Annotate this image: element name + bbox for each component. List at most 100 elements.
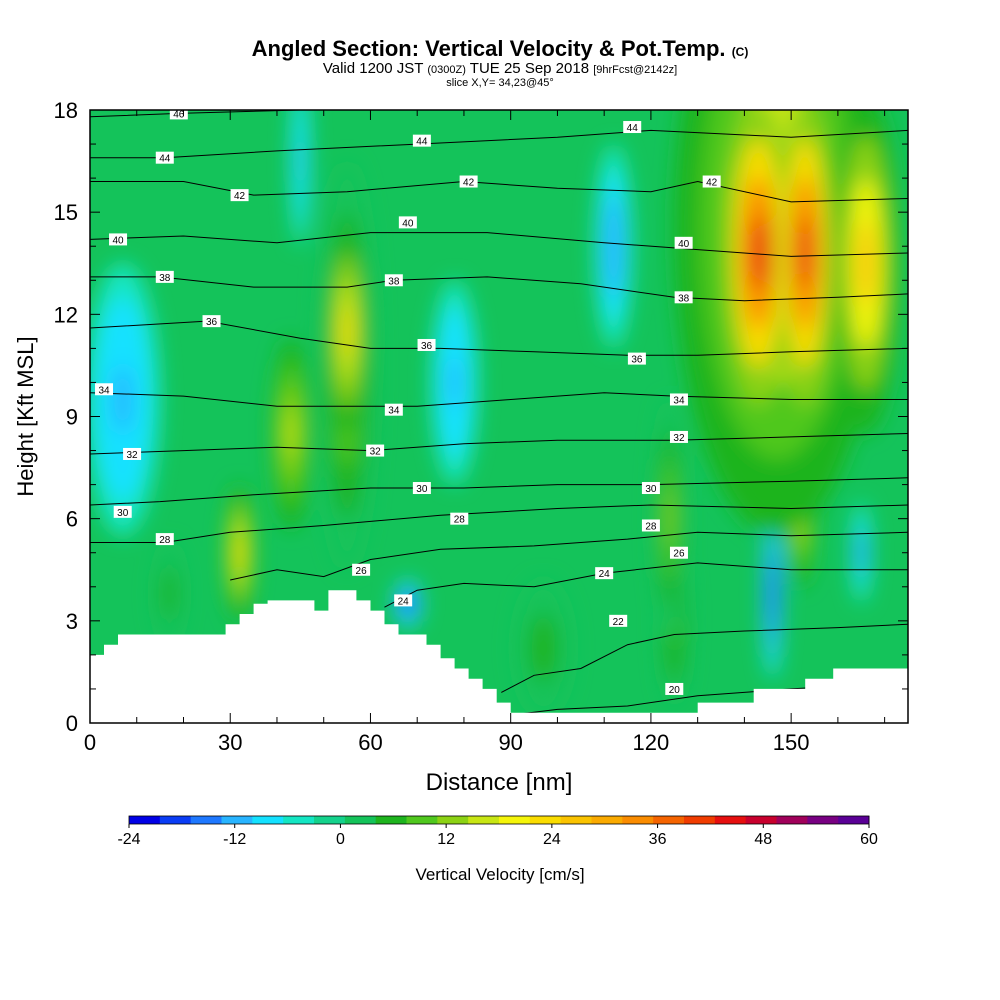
theta-label-bg bbox=[641, 482, 660, 495]
colorbar-tick-label: 48 bbox=[754, 831, 772, 848]
valid-z: (0300Z) bbox=[427, 64, 466, 76]
theta-label: 20 bbox=[669, 685, 681, 696]
theta-label-bg bbox=[641, 519, 660, 532]
colorbar-bin bbox=[684, 816, 716, 824]
colorbar-bin bbox=[529, 816, 562, 824]
x-axis-label: Distance [nm] bbox=[426, 769, 573, 796]
theta-label: 34 bbox=[673, 395, 685, 406]
w-blob bbox=[858, 539, 864, 566]
theta-label-bg bbox=[412, 134, 431, 147]
theta-label-bg bbox=[384, 274, 403, 287]
theta-label: 44 bbox=[627, 123, 639, 134]
theta-label-bg bbox=[394, 594, 413, 607]
chart-subtitle: Valid 1200 JST (0300Z) TUE 25 Sep 2018 [… bbox=[0, 60, 1000, 77]
y-tick-label: 9 bbox=[66, 405, 78, 430]
colorbar-tick-label: 24 bbox=[543, 831, 561, 848]
colorbar-bin bbox=[190, 816, 222, 824]
theta-contour-40 bbox=[90, 232, 908, 257]
theta-label-bg bbox=[450, 512, 469, 525]
theta-label-bg bbox=[352, 563, 371, 576]
colorbar-bin bbox=[344, 816, 377, 824]
colorbar-bin bbox=[283, 816, 315, 824]
theta-label: 44 bbox=[159, 154, 171, 165]
w-blob bbox=[798, 214, 813, 292]
theta-label: 34 bbox=[388, 406, 400, 417]
valid-date: TUE 25 Sep 2018 bbox=[469, 60, 590, 77]
colorbar-bin bbox=[129, 816, 161, 824]
theta-label-bg bbox=[169, 110, 188, 120]
theta-label: 42 bbox=[463, 178, 475, 189]
theta-label: 28 bbox=[454, 515, 466, 526]
theta-label-bg bbox=[665, 682, 684, 695]
theta-label-bg bbox=[702, 175, 721, 188]
theta-contour-36 bbox=[90, 320, 908, 356]
theta-label: 26 bbox=[356, 566, 368, 577]
colorbar-bin bbox=[252, 816, 284, 824]
w-blob bbox=[236, 535, 244, 570]
x-tick-label: 120 bbox=[633, 730, 670, 755]
colorbar-label: Vertical Velocity [cm/s] bbox=[415, 865, 584, 884]
w-blob bbox=[286, 409, 296, 458]
theta-label: 36 bbox=[206, 317, 218, 328]
colorbar-tick-label: -24 bbox=[117, 831, 140, 848]
colorbar-bin bbox=[499, 816, 531, 824]
x-tick-label: 0 bbox=[84, 730, 96, 755]
theta-label-bg bbox=[384, 403, 403, 416]
theta-label: 40 bbox=[402, 218, 414, 229]
colorbar-bin bbox=[375, 816, 407, 824]
w-blob bbox=[857, 220, 875, 306]
theta-label-bg bbox=[230, 189, 249, 202]
theta-label-bg bbox=[123, 447, 142, 460]
theta-label-bg bbox=[155, 151, 174, 164]
theta-label: 32 bbox=[127, 450, 139, 461]
theta-label-bg bbox=[627, 352, 646, 365]
theta-contour-30 bbox=[90, 477, 908, 506]
theta-label: 28 bbox=[645, 521, 657, 532]
theta-contour-26 bbox=[230, 531, 908, 581]
theta-label: 30 bbox=[645, 484, 657, 495]
theta-label: 22 bbox=[613, 617, 625, 628]
theta-label: 42 bbox=[234, 191, 246, 202]
colorbar-bin bbox=[838, 816, 870, 824]
theta-label-bg bbox=[412, 482, 431, 495]
theta-label-bg bbox=[595, 567, 614, 580]
w-blob bbox=[750, 214, 767, 292]
theta-label-bg bbox=[155, 533, 174, 546]
colorbar-tick-label: 0 bbox=[336, 831, 345, 848]
x-tick-label: 60 bbox=[358, 730, 382, 755]
theta-label: 38 bbox=[388, 276, 400, 287]
theta-label: 38 bbox=[159, 273, 171, 284]
colorbar-tick-label: 12 bbox=[437, 831, 455, 848]
colorbar-bin bbox=[406, 816, 438, 824]
w-blob bbox=[666, 488, 674, 549]
colorbar-tick-label: 60 bbox=[860, 831, 878, 848]
theta-label-bg bbox=[609, 614, 628, 627]
theta-label-bg bbox=[669, 546, 688, 559]
theta-contour-28 bbox=[90, 504, 908, 543]
colorbar-bin bbox=[776, 816, 808, 824]
theta-label: 30 bbox=[416, 484, 428, 495]
theta-contour-32 bbox=[90, 433, 908, 455]
colorbar-bin bbox=[560, 816, 592, 824]
y-axis-label: Height [Kft MSL] bbox=[13, 336, 38, 496]
theta-label: 34 bbox=[98, 385, 110, 396]
colorbar-bin bbox=[622, 816, 654, 824]
colorbar-bin bbox=[807, 816, 839, 824]
chart-title-suffix: (C) bbox=[731, 45, 749, 59]
w-blob bbox=[342, 305, 352, 357]
w-blob bbox=[608, 220, 619, 272]
w-blob bbox=[448, 356, 461, 408]
theta-label-bg bbox=[417, 338, 436, 351]
theta-label-bg bbox=[669, 393, 688, 406]
theta-label: 38 bbox=[678, 293, 690, 304]
slice-info: slice X,Y= 34,23@45° bbox=[446, 77, 554, 89]
theta-contour-34 bbox=[90, 392, 908, 407]
colorbar-bin bbox=[468, 816, 500, 824]
theta-label: 46 bbox=[173, 109, 185, 120]
x-tick-label: 150 bbox=[773, 730, 810, 755]
colorbar-bin bbox=[653, 816, 685, 824]
chart-title: Angled Section: Vertical Velocity & Pot.… bbox=[0, 36, 1000, 62]
theta-label: 36 bbox=[631, 355, 643, 366]
colorbar-tick-label: 36 bbox=[649, 831, 667, 848]
w-blob bbox=[165, 580, 173, 607]
